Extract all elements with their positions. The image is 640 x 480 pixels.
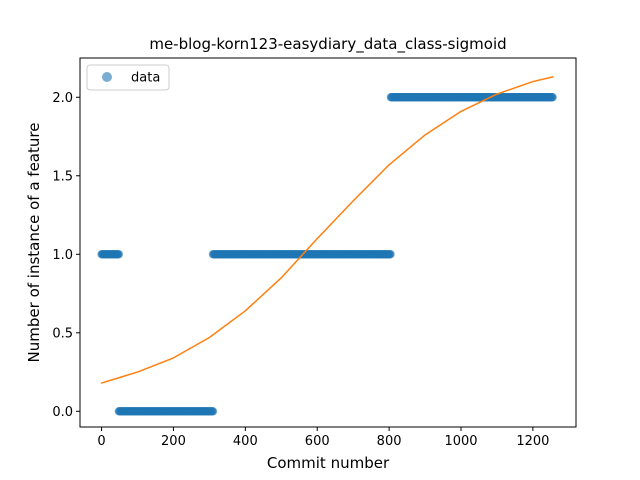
legend: data bbox=[86, 64, 170, 91]
line-series-fit bbox=[100, 76, 554, 384]
axes bbox=[79, 57, 577, 428]
chart-title: me-blog-korn123-easydiary_data_class-sig… bbox=[149, 35, 506, 54]
y-tick-label: 2.0 bbox=[52, 91, 73, 106]
scatter-series-data bbox=[97, 93, 557, 416]
legend-marker-data bbox=[102, 72, 112, 82]
data-point bbox=[386, 250, 395, 259]
y-axis-ticks: 0.0 0.5 1.0 1.5 2.0 bbox=[52, 91, 80, 420]
x-tick-label: 600 bbox=[305, 434, 330, 449]
y-tick-label: 0.0 bbox=[52, 405, 73, 420]
y-tick-label: 1.0 bbox=[52, 248, 73, 263]
x-axis-label: Commit number bbox=[267, 454, 390, 472]
legend-label-data: data bbox=[131, 71, 160, 86]
fit-line bbox=[100, 76, 554, 384]
legend-frame bbox=[86, 64, 170, 91]
y-axis-label: Number of instance of a feature bbox=[25, 123, 43, 363]
x-tick-label: 400 bbox=[233, 434, 258, 449]
y-tick-label: 0.5 bbox=[52, 326, 73, 341]
x-tick-label: 200 bbox=[161, 434, 186, 449]
data-point bbox=[208, 407, 218, 416]
data-point bbox=[114, 250, 124, 259]
data-point bbox=[548, 93, 557, 102]
x-tick-label: 1200 bbox=[516, 434, 549, 449]
x-axis-ticks: 0 200 400 600 800 1000 1200 bbox=[97, 427, 549, 449]
axes-frame bbox=[79, 57, 577, 428]
y-tick-label: 1.5 bbox=[52, 169, 73, 184]
x-tick-label: 1000 bbox=[444, 434, 477, 449]
x-tick-label: 800 bbox=[377, 434, 402, 449]
x-tick-label: 0 bbox=[97, 434, 105, 449]
